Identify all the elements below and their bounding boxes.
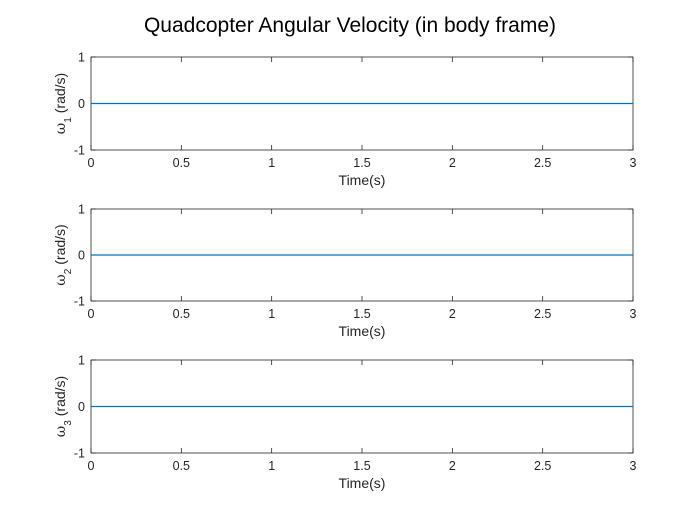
- y-axis-label: ω2 (rad/s): [52, 224, 74, 285]
- x-tick-label: 0.5: [173, 459, 190, 473]
- x-tick-label: 0.5: [173, 156, 190, 170]
- y-tick-label: 1: [78, 203, 85, 217]
- x-tick-label: 0: [88, 156, 95, 170]
- x-tick-label: 1.5: [353, 156, 370, 170]
- x-tick-label: 0.5: [173, 307, 190, 321]
- x-tick-label: 2: [449, 307, 456, 321]
- y-tick-label: 1: [78, 354, 85, 368]
- y-axis-unit: (rad/s): [52, 376, 68, 416]
- x-axis-label: Time(s): [339, 323, 386, 339]
- figure-title: Quadcopter Angular Velocity (in body fra…: [144, 14, 556, 37]
- y-axis-unit: (rad/s): [52, 224, 68, 264]
- y-axis-subscript: 2: [63, 268, 74, 274]
- y-tick-label: -1: [74, 447, 85, 461]
- x-tick-label: 1.5: [353, 459, 370, 473]
- y-axis-unit: (rad/s): [52, 73, 68, 113]
- y-axis-symbol: ω: [53, 426, 69, 437]
- y-tick-label: -1: [74, 295, 85, 309]
- x-tick-label: 3: [630, 307, 637, 321]
- y-axis-label: ω3 (rad/s): [52, 376, 74, 437]
- y-axis-subscript: 3: [63, 420, 74, 426]
- x-tick-label: 2.5: [534, 459, 551, 473]
- x-tick-label: 1.5: [353, 307, 370, 321]
- y-axis-label: ω1 (rad/s): [52, 73, 74, 134]
- x-tick-label: 2: [449, 459, 456, 473]
- x-tick-label: 2.5: [534, 307, 551, 321]
- x-tick-label: 2: [449, 156, 456, 170]
- x-tick-label: 2.5: [534, 156, 551, 170]
- y-axis-subscript: 1: [63, 117, 74, 123]
- x-tick-label: 0: [88, 459, 95, 473]
- y-tick-label: 0: [78, 249, 85, 263]
- x-tick-label: 0: [88, 307, 95, 321]
- y-tick-label: -1: [74, 144, 85, 158]
- y-tick-label: 0: [78, 97, 85, 111]
- x-tick-label: 3: [630, 156, 637, 170]
- x-tick-label: 1: [268, 156, 275, 170]
- y-tick-label: 0: [78, 400, 85, 414]
- y-axis-symbol: ω: [53, 274, 69, 285]
- x-axis-label: Time(s): [339, 475, 386, 491]
- y-axis-symbol: ω: [53, 123, 69, 134]
- x-axis-label: Time(s): [339, 172, 386, 188]
- x-tick-label: 3: [630, 459, 637, 473]
- x-tick-label: 1: [268, 459, 275, 473]
- y-tick-label: 1: [78, 51, 85, 65]
- x-tick-label: 1: [268, 307, 275, 321]
